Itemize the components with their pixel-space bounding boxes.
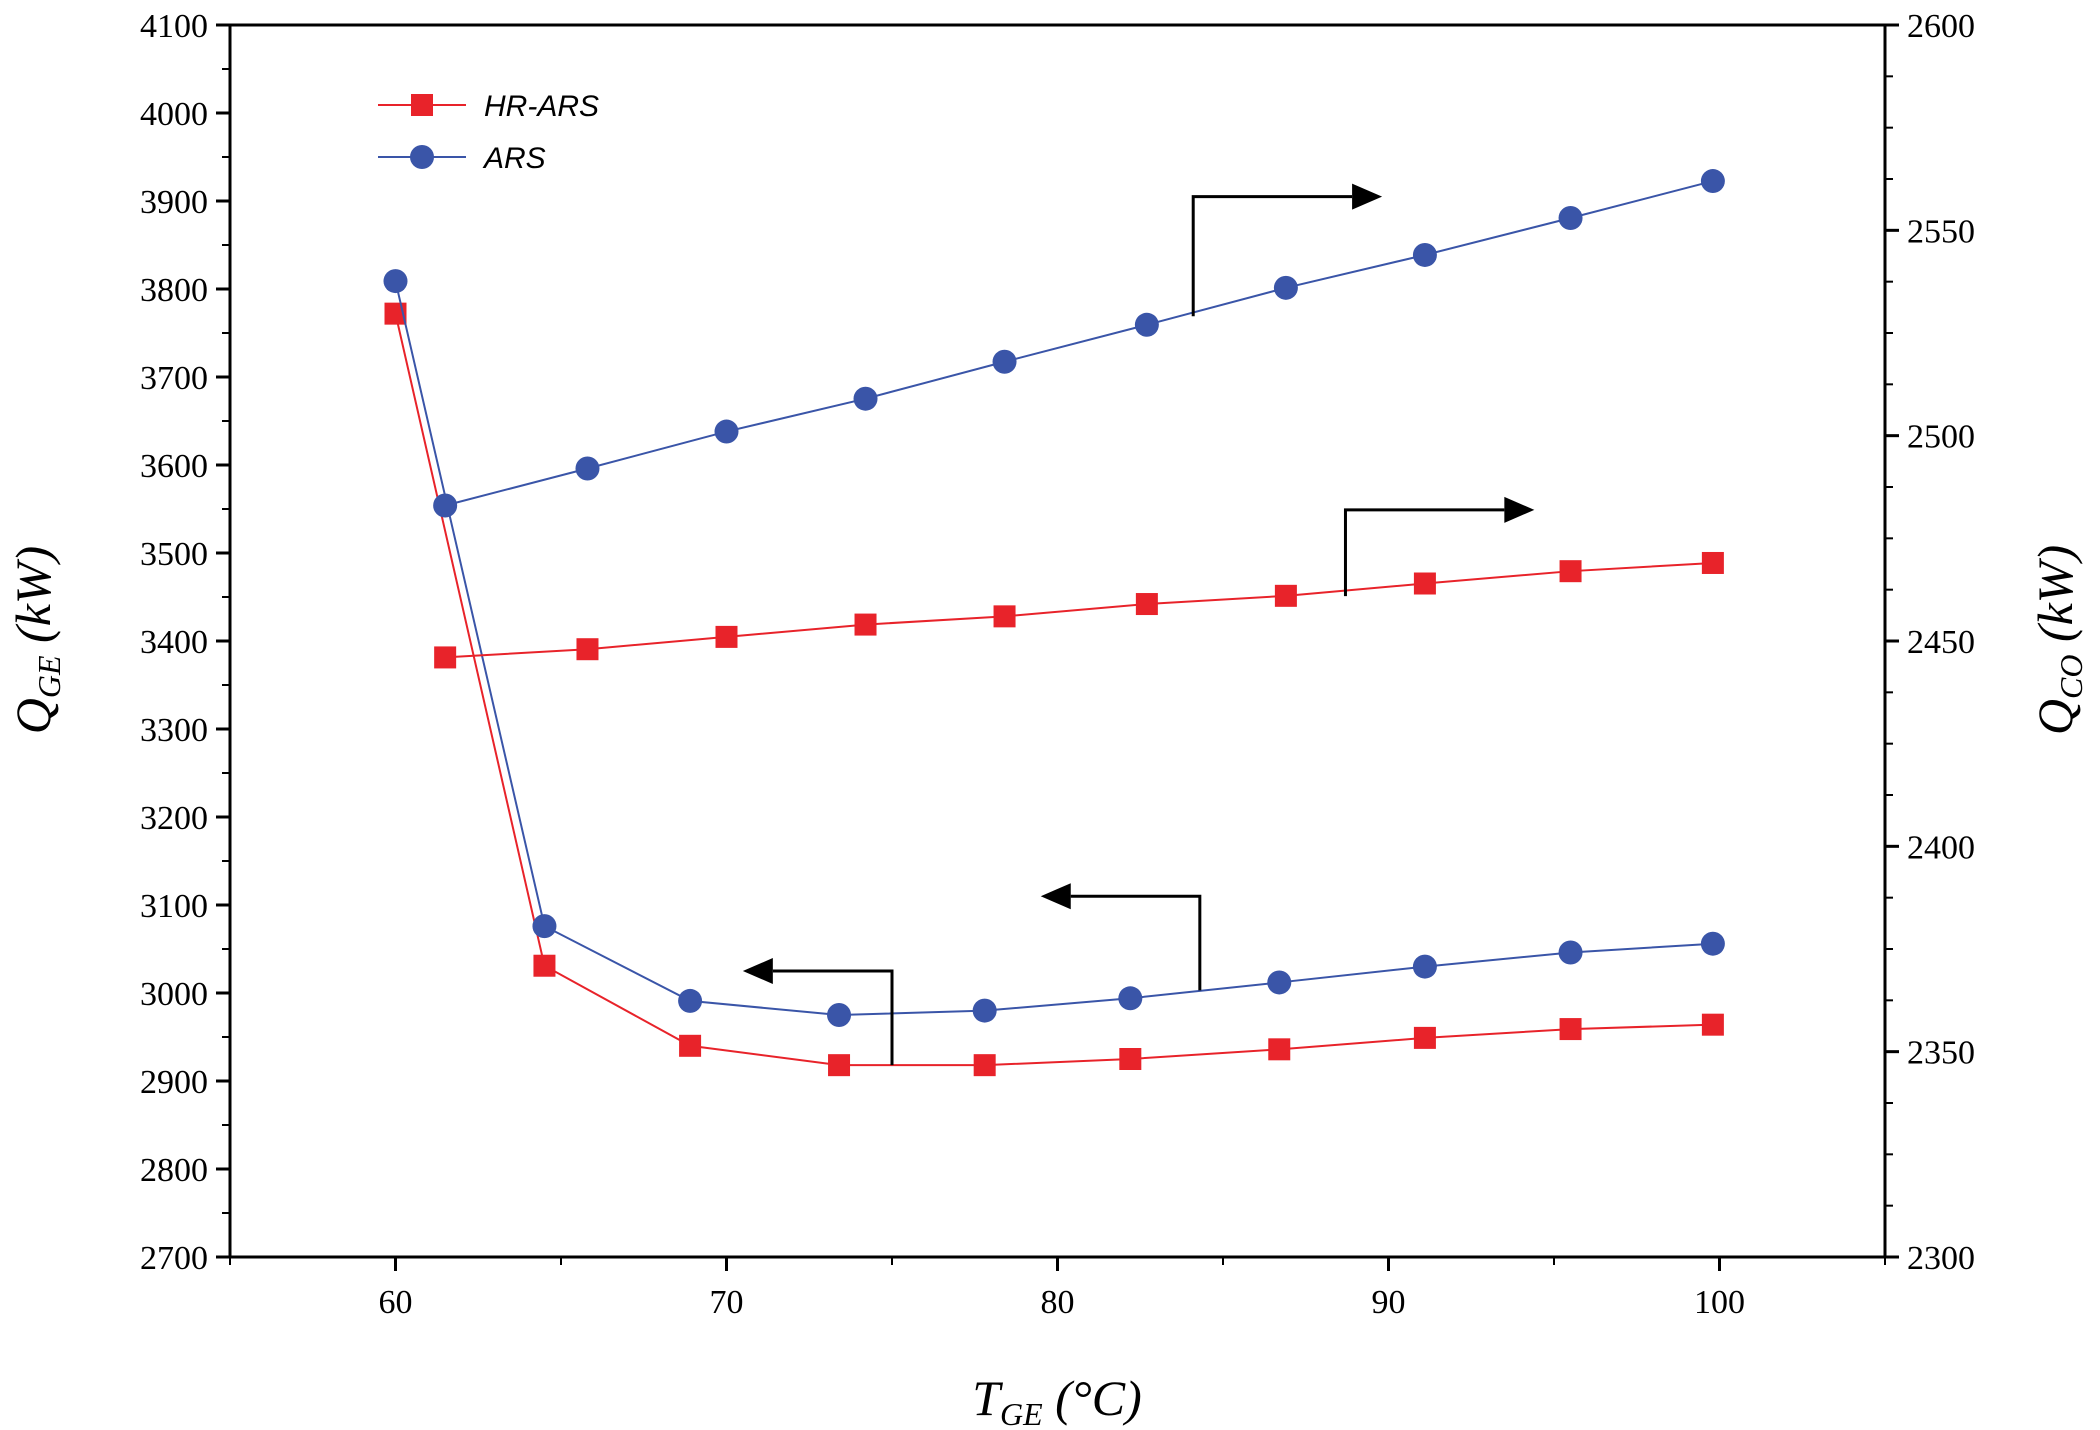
y-left-tick-label: 3500 [140, 536, 208, 573]
x-tick-label: 80 [1041, 1284, 1075, 1321]
point-hr-ars-q-ge [1559, 1018, 1582, 1041]
point-hr-ars-q-co [1274, 584, 1297, 607]
point-ars-q-co [575, 456, 600, 481]
point-hr-ars-q-ge [1701, 1013, 1724, 1036]
point-hr-ars-q-ge [1119, 1048, 1142, 1070]
point-ars-q-co [1273, 275, 1298, 300]
point-ars-q-co [1558, 206, 1583, 231]
point-ars-q-ge [827, 1003, 852, 1027]
point-ars-q-ge [1267, 970, 1292, 995]
y-right-tick-label: 2600 [1907, 8, 1975, 45]
y-axis-left-title-sub: GE [31, 655, 67, 698]
x-axis-title-sub: GE [1000, 1396, 1043, 1430]
point-ars-q-co [433, 493, 458, 518]
y-left-tick-label: 3800 [140, 272, 208, 309]
y-left-tick-label: 3300 [140, 712, 208, 749]
y-left-tick-label: 4000 [140, 96, 208, 133]
y-left-tick-label: 3400 [140, 624, 208, 661]
annotation-arrowhead-left [742, 958, 773, 984]
point-hr-ars-q-ge [679, 1034, 702, 1057]
y-left-tick-label: 2900 [140, 1064, 208, 1101]
y-left-tick-label: 3600 [140, 448, 208, 485]
series-line-ars-q-ge [394, 280, 1713, 1017]
point-hr-ars-q-ge [533, 954, 556, 977]
annotation-arrowhead-right [1352, 183, 1383, 210]
point-hr-ars-q-co [434, 646, 457, 669]
point-ars-q-ge [678, 988, 703, 1013]
x-tick-label: 70 [710, 1284, 744, 1321]
annotation-arrowhead-left [1040, 883, 1071, 910]
point-ars-q-ge [1558, 940, 1583, 965]
legend-label-hr-ars: HR-ARS [484, 90, 599, 123]
y-axis-left-title-main: Q [5, 698, 61, 734]
x-axis-title-unit: (°C) [1043, 1370, 1142, 1426]
x-tick-label: 90 [1372, 1284, 1406, 1321]
y-right-tick-label: 2500 [1907, 419, 1975, 456]
x-axis-title-main: T [972, 1370, 1003, 1426]
point-hr-ars-q-co [1559, 560, 1582, 583]
y-axis-right-title-unit: (kW) [2027, 545, 2083, 655]
y-left-tick-label: 3900 [140, 184, 208, 221]
y-right-tick-label: 2400 [1907, 829, 1975, 866]
y-left-tick-label: 2700 [140, 1240, 208, 1277]
legend-label-ars: ARS [482, 142, 546, 175]
y-axis-left-title-unit: (kW) [5, 546, 61, 656]
y-left-tick-label: 4100 [140, 8, 208, 45]
point-ars-q-co [1134, 312, 1159, 337]
point-hr-ars-q-co [715, 625, 738, 648]
point-hr-ars-q-co [1701, 551, 1724, 574]
y-right-tick-label: 2450 [1907, 624, 1975, 661]
x-tick-label: 100 [1694, 1284, 1745, 1321]
point-ars-q-co [992, 349, 1017, 374]
y-axis-left-title: QGE (kW) [5, 546, 67, 734]
y-left-tick-label: 3100 [140, 888, 208, 925]
point-ars-q-co [853, 386, 878, 411]
point-ars-q-ge [972, 998, 997, 1023]
point-hr-ars-q-co [1135, 593, 1158, 616]
point-hr-ars-q-co [1413, 572, 1436, 595]
point-hr-ars-q-ge [1268, 1038, 1291, 1061]
x-tick-label: 60 [379, 1284, 413, 1321]
annotation-arrowhead-right [1504, 496, 1535, 523]
annotation-arrow-left [772, 969, 894, 1066]
point-hr-ars-q-co [993, 605, 1016, 628]
legend-marker-hr-ars [411, 94, 433, 116]
annotation-arrow-right [1343, 508, 1505, 597]
annotation-arrow-right [1191, 195, 1353, 317]
legend-marker-ars [410, 145, 434, 169]
y-left-tick-label: 3200 [140, 800, 208, 837]
y-axis-right-title: QCO (kW) [2027, 545, 2089, 735]
point-ars-q-ge [1412, 954, 1437, 979]
point-ars-q-ge [1700, 931, 1725, 956]
legend: HR-ARS ARS [378, 90, 599, 175]
series-line-hr-ars-q-ge [394, 313, 1713, 1067]
point-hr-ars-q-co [854, 613, 877, 636]
y-axis-right-title-sub: CO [2053, 655, 2089, 699]
point-ars-q-co [714, 419, 739, 444]
annotation-arrow-left [1070, 894, 1202, 991]
point-hr-ars-q-ge [973, 1054, 996, 1077]
point-ars-q-co [1412, 242, 1437, 267]
y-right-tick-label: 2300 [1907, 1240, 1975, 1277]
y-right-tick-label: 2350 [1907, 1035, 1975, 1072]
series-line-hr-ars-q-co [445, 561, 1713, 659]
y-axis-right-title-main: Q [2027, 699, 2083, 735]
point-hr-ars-q-ge [828, 1054, 851, 1077]
point-hr-ars-q-co [576, 638, 599, 661]
point-ars-q-ge [532, 914, 557, 939]
y-left-tick-label: 3000 [140, 976, 208, 1013]
point-ars-q-ge [1118, 986, 1143, 1011]
y-left-tick-label: 3700 [140, 360, 208, 397]
series-line-ars-q-co [444, 180, 1714, 507]
y-left-tick-label: 2800 [140, 1152, 208, 1189]
point-ars-q-ge [383, 269, 408, 294]
x-axis-title: TGE (°C) [972, 1370, 1142, 1430]
point-hr-ars-q-ge [1413, 1026, 1436, 1049]
y-right-tick-label: 2550 [1907, 213, 1975, 250]
point-ars-q-co [1700, 169, 1725, 194]
